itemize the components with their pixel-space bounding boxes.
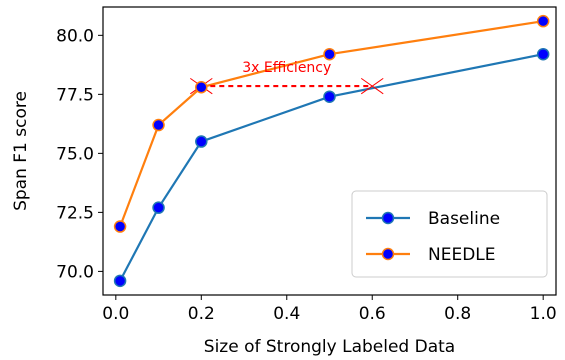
y-tick-label: 72.5 bbox=[56, 203, 94, 223]
data-point-baseline bbox=[323, 90, 336, 103]
x-tick-label: 0.0 bbox=[102, 304, 129, 324]
legend-marker-baseline bbox=[381, 211, 395, 225]
data-point-baseline bbox=[152, 201, 165, 214]
data-point-needle bbox=[195, 81, 208, 94]
y-axis-label: Span F1 score bbox=[11, 91, 31, 211]
y-axis-ticks: 70.0 72.5 75.0 77.5 80.0 bbox=[56, 26, 103, 282]
legend-marker-needle bbox=[381, 247, 395, 261]
legend-label-needle: NEEDLE bbox=[428, 245, 496, 265]
data-point-baseline bbox=[536, 47, 550, 61]
data-point-needle bbox=[152, 118, 165, 132]
data-point-baseline bbox=[113, 274, 127, 288]
x-tick-label: 0.4 bbox=[273, 304, 300, 324]
legend-box bbox=[351, 190, 548, 278]
y-tick-label: 80.0 bbox=[56, 26, 94, 46]
x-tick-label: 0.6 bbox=[359, 304, 386, 324]
y-tick-label: 77.5 bbox=[56, 85, 94, 105]
annotation-label: 3x Efficiency bbox=[242, 60, 331, 76]
x-tick-label: 0.2 bbox=[188, 304, 215, 324]
y-tick-label: 75.0 bbox=[56, 144, 94, 164]
plot-frame bbox=[102, 6, 557, 296]
x-tick-label: 1.0 bbox=[530, 304, 557, 324]
data-point-needle bbox=[113, 220, 127, 233]
x-tick-label: 0.8 bbox=[444, 304, 471, 324]
x-axis-ticks: 0.0 0.2 0.4 0.6 0.8 1.0 bbox=[102, 295, 557, 324]
data-point-baseline bbox=[195, 135, 208, 148]
x-axis-label: Size of Strongly Labeled Data bbox=[204, 337, 455, 357]
legend: Baseline NEEDLE bbox=[351, 190, 548, 278]
efficiency-annotation: 3x Efficiency bbox=[190, 60, 384, 95]
plot-markers bbox=[113, 14, 550, 288]
legend-label-baseline: Baseline bbox=[428, 209, 500, 229]
data-point-needle bbox=[536, 14, 550, 28]
data-point-needle bbox=[323, 47, 336, 61]
annotation-arrowhead bbox=[360, 77, 384, 95]
y-tick-label: 70.0 bbox=[56, 262, 94, 282]
